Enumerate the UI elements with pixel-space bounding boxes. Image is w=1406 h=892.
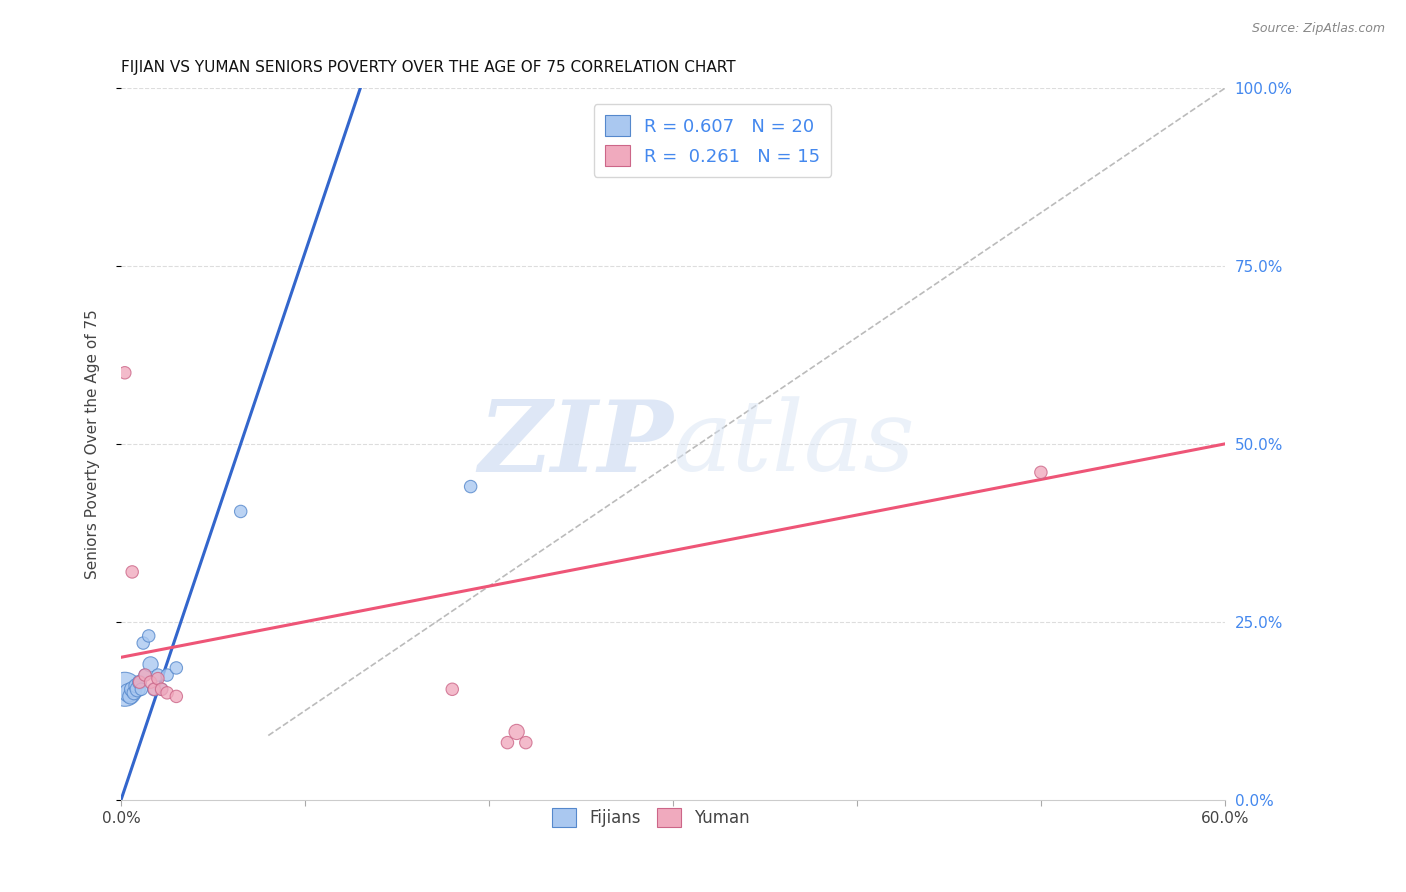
Point [120,690,142,704]
Point [146,668,169,682]
Point [146,672,169,686]
Text: FIJIAN VS YUMAN SENIORS POVERTY OVER THE AGE OF 75 CORRELATION CHART: FIJIAN VS YUMAN SENIORS POVERTY OVER THE… [121,60,735,75]
Point [460,479,482,493]
Point [441,682,464,697]
Point [128,675,150,690]
Point [156,686,179,700]
Point [150,682,173,697]
Point [121,565,143,579]
Point [156,668,179,682]
Point [134,668,156,682]
Point [127,682,149,697]
Point [138,629,160,643]
Point [229,504,252,518]
Point [122,686,145,700]
Point [121,682,143,697]
Point [143,682,166,697]
Text: atlas: atlas [673,396,915,491]
Point [165,661,187,675]
Point [114,366,136,380]
Point [143,682,166,697]
Point [114,682,136,697]
Point [125,679,148,693]
Point [139,657,162,672]
Point [505,725,527,739]
Point [1029,466,1052,480]
Point [165,690,187,704]
Point [139,675,162,690]
Point [131,682,153,697]
Point [134,668,156,682]
Point [496,736,519,750]
Point [515,736,537,750]
Point [117,686,139,700]
Text: Source: ZipAtlas.com: Source: ZipAtlas.com [1251,22,1385,36]
Y-axis label: Seniors Poverty Over the Age of 75: Seniors Poverty Over the Age of 75 [86,309,100,579]
Point [150,682,173,697]
Point [128,675,150,690]
Text: ZIP: ZIP [478,396,673,492]
Point [132,636,155,650]
Legend: Fijians, Yuman: Fijians, Yuman [546,801,756,834]
